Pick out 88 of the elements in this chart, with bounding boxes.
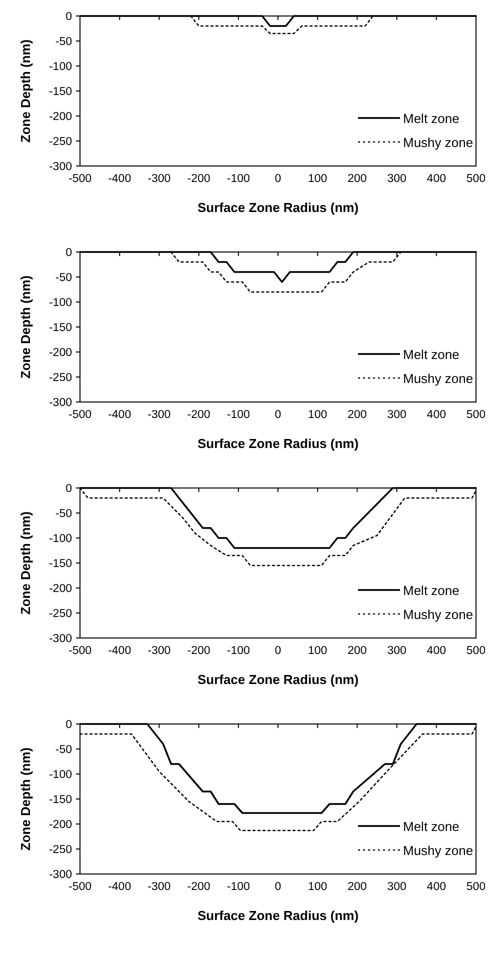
x-tick-label: 0 bbox=[274, 409, 282, 421]
y-tick-label: -300 bbox=[48, 397, 72, 409]
legend-label: Melt zone bbox=[403, 819, 460, 834]
x-tick-label: 300 bbox=[387, 173, 406, 185]
x-tick-label: 500 bbox=[466, 173, 486, 185]
y-tick-label: 0 bbox=[66, 719, 72, 731]
x-tick-label: 100 bbox=[308, 881, 328, 893]
x-tick-label: -100 bbox=[226, 881, 250, 893]
y-axis-title: Zone Depth (nm) bbox=[18, 275, 33, 379]
x-tick-label: -500 bbox=[68, 881, 92, 893]
y-tick-label: -200 bbox=[48, 347, 72, 359]
y-tick-label: -100 bbox=[48, 297, 72, 309]
x-tick-label: 500 bbox=[466, 645, 486, 657]
x-tick-label: -300 bbox=[148, 173, 171, 185]
y-tick-label: -100 bbox=[48, 769, 72, 781]
x-tick-label: 400 bbox=[426, 881, 446, 893]
x-tick-label: 100 bbox=[308, 173, 328, 185]
y-tick-label: -250 bbox=[48, 136, 72, 148]
x-tick-label: -500 bbox=[68, 173, 92, 185]
x-tick-label: -100 bbox=[226, 173, 250, 185]
x-tick-label: 200 bbox=[348, 881, 367, 893]
y-tick-label: -100 bbox=[48, 533, 72, 545]
x-tick-label: 0 bbox=[274, 173, 282, 185]
x-tick-label: 300 bbox=[387, 881, 406, 893]
y-axis-title: Zone Depth (nm) bbox=[18, 39, 33, 143]
y-tick-label: -150 bbox=[48, 558, 72, 570]
x-tick-label: -100 bbox=[226, 645, 250, 657]
y-tick-label: -250 bbox=[48, 372, 72, 384]
y-tick-label: 0 bbox=[66, 483, 72, 495]
x-axis-title: Surface Zone Radius (nm) bbox=[197, 200, 359, 215]
x-tick-label: 500 bbox=[466, 881, 486, 893]
y-tick-label: -200 bbox=[48, 583, 72, 595]
x-tick-label: 200 bbox=[348, 173, 367, 185]
x-tick-label: -400 bbox=[108, 173, 132, 185]
x-tick-label: 400 bbox=[426, 645, 446, 657]
y-tick-label: -50 bbox=[55, 508, 72, 520]
x-tick-label: 200 bbox=[348, 645, 367, 657]
y-tick-label: -50 bbox=[55, 36, 72, 48]
y-tick-label: -100 bbox=[48, 61, 72, 73]
legend-label: Melt zone bbox=[403, 583, 460, 598]
y-tick-label: -200 bbox=[48, 111, 72, 123]
x-tick-label: 500 bbox=[466, 409, 486, 421]
y-tick-label: -50 bbox=[55, 272, 72, 284]
y-tick-label: -250 bbox=[48, 608, 72, 620]
legend-label: Melt zone bbox=[403, 111, 460, 126]
x-tick-label: 100 bbox=[308, 645, 328, 657]
y-tick-label: -300 bbox=[48, 869, 72, 881]
y-tick-label: -150 bbox=[48, 794, 72, 806]
y-tick-label: -200 bbox=[48, 819, 72, 831]
y-tick-label: -150 bbox=[48, 86, 72, 98]
y-tick-label: 0 bbox=[66, 247, 72, 259]
y-tick-label: -300 bbox=[48, 161, 72, 173]
x-axis-title: Surface Zone Radius (nm) bbox=[197, 436, 359, 451]
legend-label: Mushy zone bbox=[403, 607, 474, 622]
y-tick-label: -50 bbox=[55, 744, 72, 756]
x-tick-label: 300 bbox=[387, 409, 406, 421]
x-tick-label: -300 bbox=[148, 645, 171, 657]
x-tick-label: -400 bbox=[108, 881, 132, 893]
x-axis-title: Surface Zone Radius (nm) bbox=[197, 672, 359, 687]
y-axis-title: Zone Depth (nm) bbox=[18, 747, 33, 851]
x-axis-title: Surface Zone Radius (nm) bbox=[197, 908, 359, 923]
x-tick-label: -300 bbox=[148, 881, 171, 893]
x-tick-label: 100 bbox=[308, 409, 328, 421]
y-tick-label: -150 bbox=[48, 322, 72, 334]
x-tick-label: 200 bbox=[348, 409, 367, 421]
y-tick-label: -250 bbox=[48, 844, 72, 856]
x-tick-label: -200 bbox=[187, 645, 210, 657]
x-tick-label: -300 bbox=[148, 409, 171, 421]
legend-label: Mushy zone bbox=[403, 371, 474, 386]
y-axis-title: Zone Depth (nm) bbox=[18, 511, 33, 615]
x-tick-label: -200 bbox=[187, 409, 210, 421]
legend-label: Mushy zone bbox=[403, 135, 474, 150]
x-tick-label: -200 bbox=[187, 881, 210, 893]
x-tick-label: 0 bbox=[274, 881, 282, 893]
x-tick-label: 300 bbox=[387, 645, 406, 657]
y-tick-label: 0 bbox=[66, 11, 72, 23]
legend-label: Mushy zone bbox=[403, 843, 474, 858]
legend-label: Melt zone bbox=[403, 347, 460, 362]
x-tick-label: -500 bbox=[68, 645, 92, 657]
x-tick-label: -400 bbox=[108, 409, 132, 421]
x-tick-label: -500 bbox=[68, 409, 92, 421]
y-tick-label: -300 bbox=[48, 633, 72, 645]
x-tick-label: 400 bbox=[426, 409, 446, 421]
x-tick-label: -200 bbox=[187, 173, 210, 185]
x-tick-label: -100 bbox=[226, 409, 250, 421]
x-tick-label: 400 bbox=[426, 173, 446, 185]
x-tick-label: 0 bbox=[274, 645, 282, 657]
x-tick-label: -400 bbox=[108, 645, 132, 657]
